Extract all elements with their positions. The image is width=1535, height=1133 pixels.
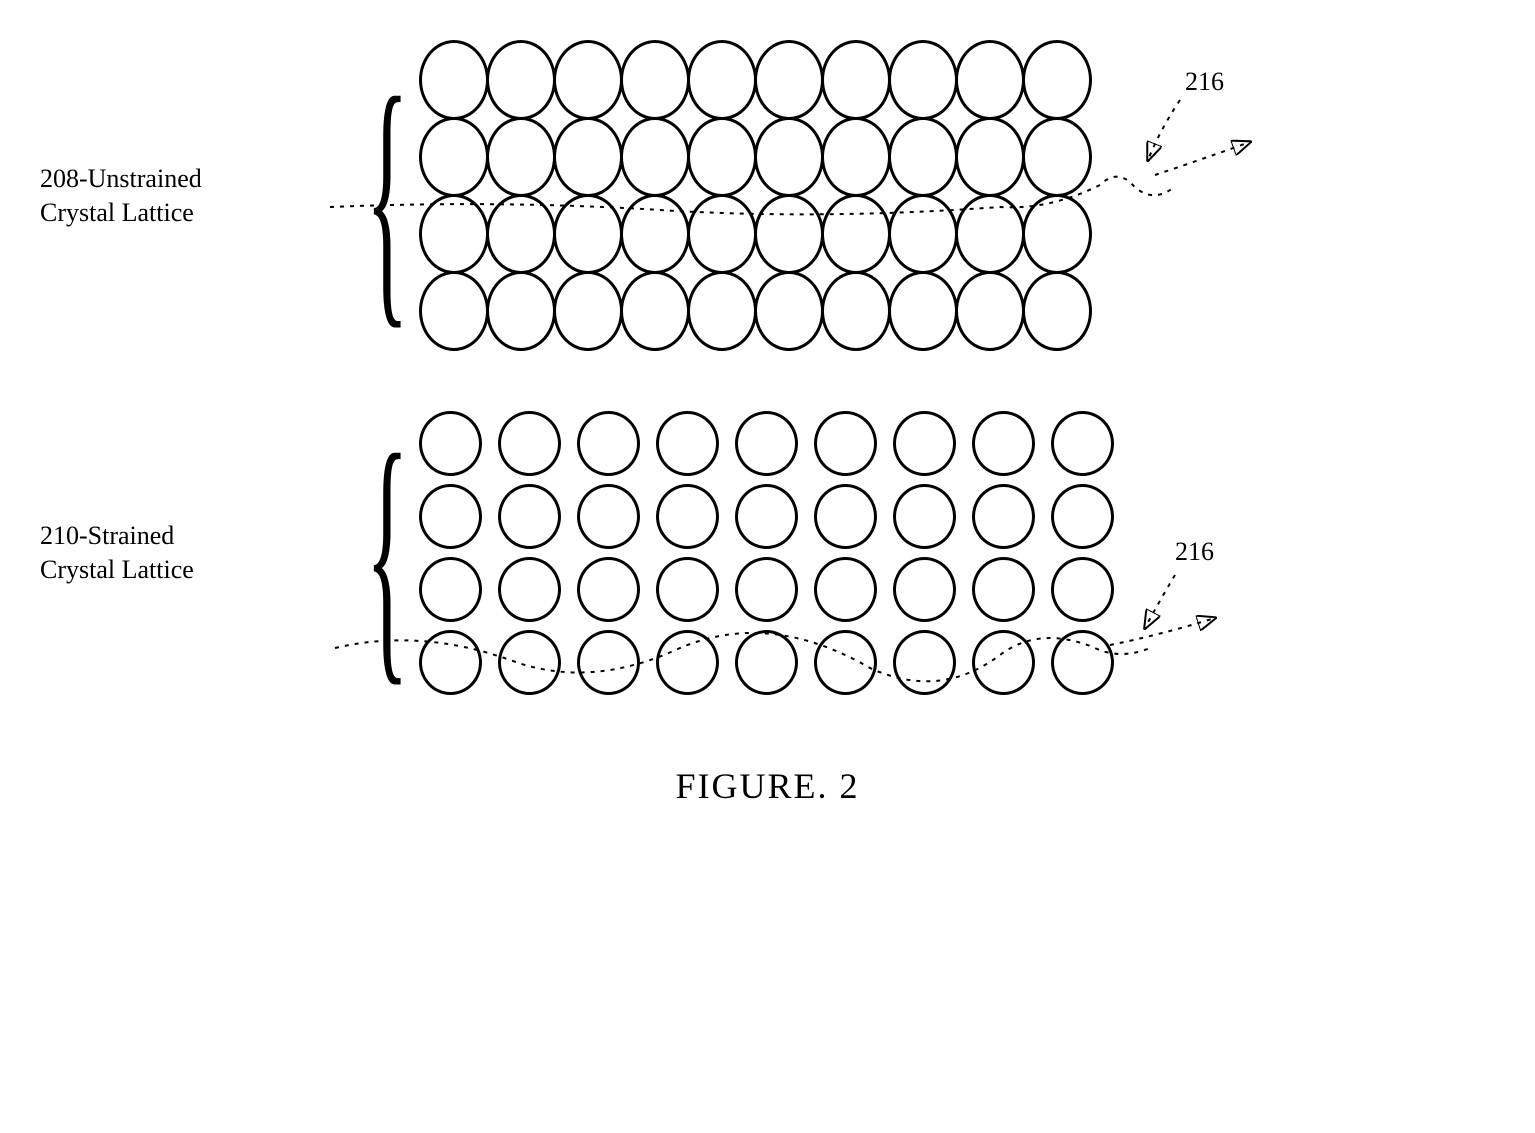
- atom: [498, 411, 561, 476]
- atom: [1022, 194, 1092, 274]
- unstrained-lattice: 208-UnstrainedCrystal Lattice {: [40, 40, 1495, 351]
- atom: [814, 557, 877, 622]
- atom: [687, 40, 757, 120]
- figure-caption: FIGURE. 2: [40, 765, 1495, 807]
- atom: [888, 194, 958, 274]
- atom: [498, 557, 561, 622]
- unstrained-lattice-label-line1: 208-Unstrained: [40, 162, 300, 196]
- atom: [821, 117, 891, 197]
- atom: [419, 411, 482, 476]
- strained-lattice: 210-StrainedCrystal Lattice {: [40, 411, 1495, 695]
- lattice-row: [419, 194, 1092, 274]
- atom: [955, 40, 1025, 120]
- atom: [553, 117, 623, 197]
- atom: [687, 117, 757, 197]
- lattice-row: [419, 117, 1092, 197]
- atom: [955, 271, 1025, 351]
- atom: [656, 484, 719, 549]
- atom: [419, 271, 489, 351]
- atom: [656, 411, 719, 476]
- atom: [419, 40, 489, 120]
- atom: [972, 484, 1035, 549]
- atom: [821, 194, 891, 274]
- atom: [1051, 411, 1114, 476]
- lattice-row: [419, 630, 1114, 695]
- lattice-row: [419, 557, 1114, 622]
- atom: [419, 484, 482, 549]
- atom: [1022, 271, 1092, 351]
- atom: [620, 271, 690, 351]
- unstrained-lattice-label: 208-UnstrainedCrystal Lattice: [40, 162, 300, 230]
- atom: [486, 40, 556, 120]
- atom: [821, 271, 891, 351]
- atom: [754, 271, 824, 351]
- atom: [754, 194, 824, 274]
- atom: [577, 630, 640, 695]
- atom: [955, 117, 1025, 197]
- lattice-row: [419, 484, 1114, 549]
- atom: [754, 40, 824, 120]
- atom: [553, 271, 623, 351]
- atom: [687, 194, 757, 274]
- atom: [498, 484, 561, 549]
- lattice-row: [419, 40, 1092, 120]
- lattice-row: [419, 411, 1114, 476]
- atom: [814, 630, 877, 695]
- atom: [893, 411, 956, 476]
- atom: [888, 40, 958, 120]
- unstrained-lattice-grid: [419, 40, 1092, 351]
- atom: [553, 194, 623, 274]
- strained-lattice-label-line2: Crystal Lattice: [40, 553, 300, 587]
- atom: [888, 117, 958, 197]
- atom: [577, 557, 640, 622]
- atom: [620, 117, 690, 197]
- atom: [419, 557, 482, 622]
- strained-lattice-grid: [419, 411, 1114, 695]
- strained-lattice-brace: {: [366, 448, 409, 658]
- atom: [893, 484, 956, 549]
- strained-lattice-label-line1: 210-Strained: [40, 519, 300, 553]
- atom: [735, 484, 798, 549]
- atom: [620, 194, 690, 274]
- atom: [486, 194, 556, 274]
- atom: [814, 411, 877, 476]
- atom: [972, 411, 1035, 476]
- atom: [656, 630, 719, 695]
- atom: [754, 117, 824, 197]
- atom: [1051, 557, 1114, 622]
- atom: [893, 630, 956, 695]
- atom: [486, 117, 556, 197]
- atom: [821, 40, 891, 120]
- atom: [498, 630, 561, 695]
- atom: [735, 411, 798, 476]
- atom: [972, 557, 1035, 622]
- atom: [687, 271, 757, 351]
- atom: [620, 40, 690, 120]
- atom: [577, 484, 640, 549]
- atom: [419, 117, 489, 197]
- atom: [486, 271, 556, 351]
- atom: [419, 630, 482, 695]
- atom: [955, 194, 1025, 274]
- atom: [972, 630, 1035, 695]
- atom: [893, 557, 956, 622]
- atom: [1022, 40, 1092, 120]
- atom: [419, 194, 489, 274]
- atom: [553, 40, 623, 120]
- atom: [1051, 630, 1114, 695]
- atom: [735, 557, 798, 622]
- atom: [1022, 117, 1092, 197]
- atom: [888, 271, 958, 351]
- unstrained-lattice-label-line2: Crystal Lattice: [40, 196, 300, 230]
- strained-lattice-label: 210-StrainedCrystal Lattice: [40, 519, 300, 587]
- lattice-row: [419, 271, 1092, 351]
- atom: [814, 484, 877, 549]
- atom: [577, 411, 640, 476]
- atom: [735, 630, 798, 695]
- unstrained-lattice-brace: {: [366, 91, 409, 301]
- atom: [656, 557, 719, 622]
- atom: [1051, 484, 1114, 549]
